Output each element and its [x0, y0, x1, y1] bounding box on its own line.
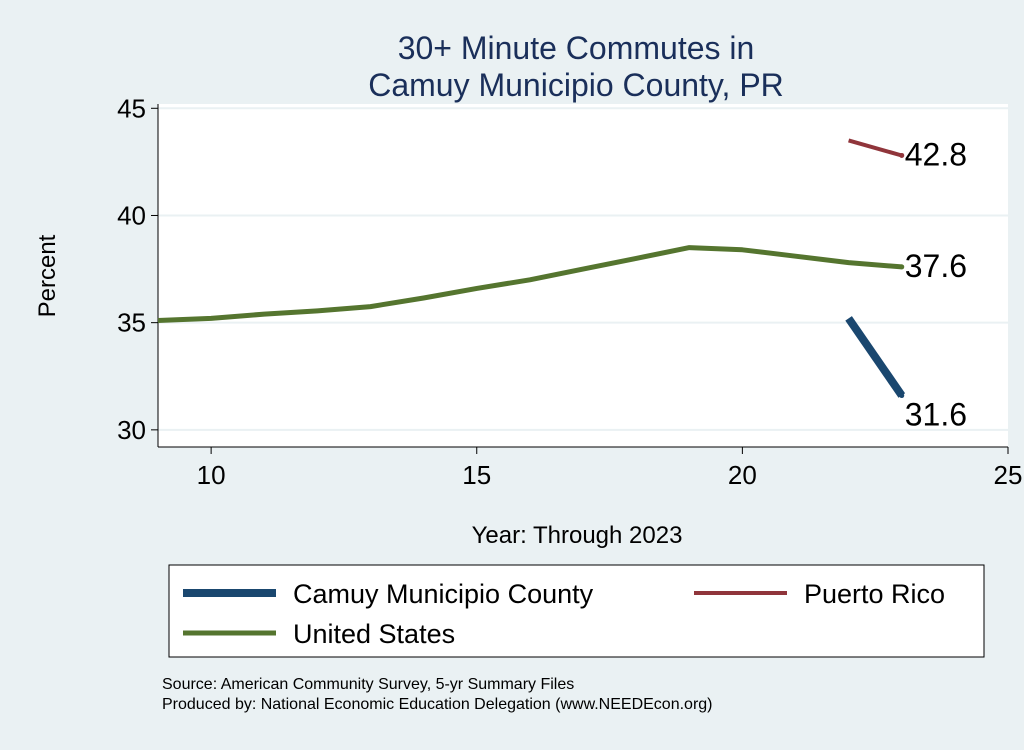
axes: 30 35 40 45 10 15 20 25 — [117, 93, 1022, 490]
gridlines — [158, 107, 1008, 431]
x-axis-label: Year: Through 2023 — [472, 522, 683, 549]
end-labels: 31.6 42.8 37.6 — [905, 136, 967, 432]
x-tick-label: 15 — [462, 460, 491, 490]
end-label-puerto-rico: 42.8 — [905, 136, 967, 172]
y-tick-label: 40 — [117, 200, 146, 230]
series-line-camuy-municipio-county — [845, 316, 906, 398]
x-tick-label: 20 — [728, 460, 757, 490]
legend-box — [168, 564, 985, 658]
x-tick-label: 10 — [197, 460, 226, 490]
y-tick-label: 30 — [117, 415, 146, 445]
y-axis-label: Percent — [34, 234, 61, 317]
chart-title-line-2: Camuy Municipio County, PR — [368, 67, 784, 103]
legend-label-camuy-municipio-county: Camuy Municipio County — [293, 579, 594, 609]
end-label-camuy-municipio-county: 31.6 — [905, 397, 967, 433]
series-lines — [157, 138, 906, 399]
source-note: Source: American Community Survey, 5-yr … — [162, 676, 574, 693]
series-line-puerto-rico — [848, 138, 903, 158]
end-label-united-states: 37.6 — [905, 248, 967, 284]
y-tick-label: 35 — [117, 308, 146, 338]
legend-label-puerto-rico: Puerto Rico — [804, 579, 945, 609]
legend-label-united-states: United States — [293, 619, 455, 649]
series-end-point-united-states — [899, 264, 905, 270]
x-tick-label: 25 — [994, 460, 1023, 490]
producer-note: Produced by: National Economic Education… — [162, 696, 713, 713]
y-tick-label: 45 — [117, 93, 146, 123]
plot-area — [158, 104, 1008, 447]
chart-title-line-1: 30+ Minute Commutes in — [398, 30, 755, 66]
series-line-united-states — [157, 245, 903, 323]
series-end-point-puerto-rico — [899, 152, 905, 158]
legend: Camuy Municipio County Puerto Rico United … — [168, 564, 985, 658]
series-end-point-camuy-municipio-county — [899, 393, 905, 399]
